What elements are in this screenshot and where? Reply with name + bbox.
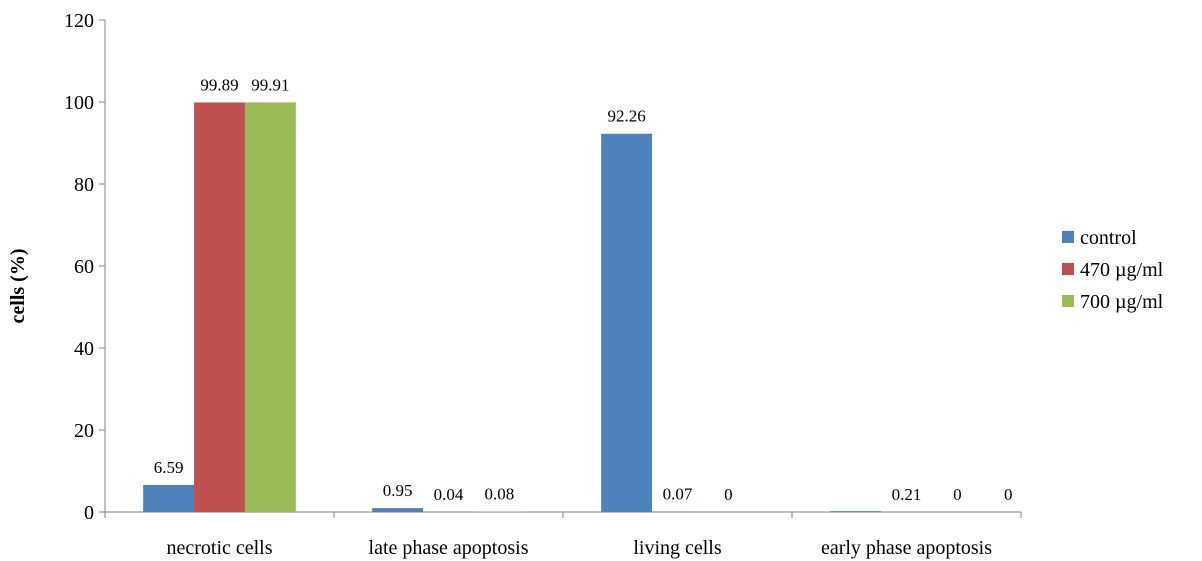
bar: [244, 102, 296, 512]
bar: [372, 508, 424, 512]
data-label: 0.95: [383, 481, 413, 500]
legend-swatch: [1062, 263, 1074, 275]
y-tick-label: 60: [74, 256, 94, 278]
y-axis: 0 20 40 60 80 100 120: [64, 10, 106, 524]
y-tick-label: 40: [74, 338, 94, 360]
data-label: 0: [724, 485, 733, 504]
y-tick-label: 0: [84, 502, 94, 524]
bar: [601, 133, 653, 512]
legend: control 470 µg/ml 700 µg/ml: [1062, 227, 1164, 313]
data-label: 0: [1004, 485, 1013, 504]
data-label: 92.26: [607, 107, 645, 126]
data-label: 0.04: [434, 485, 464, 504]
data-label: 0.21: [892, 485, 922, 504]
data-label: 99.89: [200, 75, 238, 94]
bar: [194, 102, 245, 513]
legend-label: 700 µg/ml: [1080, 291, 1164, 313]
x-tick-label: necrotic cells: [166, 537, 272, 559]
y-axis-title: cells (%): [7, 249, 29, 324]
x-tick-label: late phase apoptosis: [369, 537, 529, 559]
data-label: 0.08: [485, 485, 515, 504]
legend-swatch: [1062, 295, 1074, 307]
data-label: 0: [953, 485, 962, 504]
legend-label: 470 µg/ml: [1080, 259, 1164, 281]
bar: [143, 484, 195, 512]
y-tick-label: 80: [74, 174, 94, 196]
legend-swatch: [1062, 231, 1074, 243]
bar: [830, 511, 882, 512]
x-tick-label: early phase apoptosis: [821, 537, 992, 559]
y-tick-label: 100: [64, 92, 94, 114]
legend-label: control: [1080, 227, 1137, 249]
y-tick-label: 120: [64, 10, 94, 32]
bars: [143, 102, 882, 513]
data-label: 0.07: [663, 485, 693, 504]
x-axis: necrotic cells late phase apoptosis living…: [104, 511, 1022, 559]
data-label: 99.91: [251, 75, 289, 94]
y-tick-label: 20: [74, 420, 94, 442]
data-label: 6.59: [154, 458, 184, 477]
data-labels: 6.59 0.95 92.26 99.89 0.04 0.07 0.21 99.91 0.08 0…: [154, 75, 1013, 504]
x-tick-label: living cells: [633, 537, 722, 559]
